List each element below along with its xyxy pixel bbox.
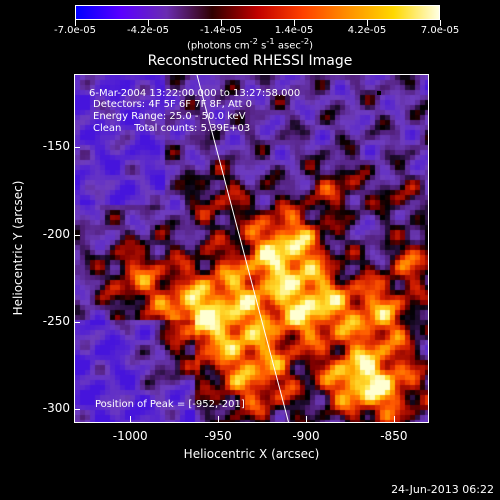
limb-overlay — [196, 75, 381, 422]
footer-date: 24-Jun-2013 06:22 — [391, 483, 494, 496]
solar-limb-line — [196, 75, 289, 422]
clean-counts-label: Clean Total counts: 5.39E+03 — [93, 123, 251, 134]
colorbar-tick-label: 1.4e-05 — [274, 25, 314, 36]
plot-title: Reconstructed RHESSI Image — [147, 53, 353, 69]
peak-marker — [377, 91, 381, 95]
image-plot: 6-Mar-2004 13:22:00.000 to 13:27:58.000 … — [74, 74, 429, 423]
colorbar-tick — [440, 20, 441, 26]
x-tick-label: -950 — [204, 429, 232, 443]
time-range-label: 6-Mar-2004 13:22:00.000 to 13:27:58.000 — [89, 88, 301, 99]
y-tick-label: -250 — [42, 313, 70, 328]
y-tick-label: -300 — [42, 401, 70, 416]
y-tick — [74, 409, 80, 411]
colorbar-tick-label: -4.2e-05 — [127, 25, 169, 36]
y-axis-label: Heliocentric Y (arcsec) — [11, 180, 25, 316]
colorbar-tick — [367, 20, 368, 26]
colorbar — [75, 5, 440, 20]
x-tick — [130, 416, 132, 422]
y-tick-label: -200 — [42, 226, 70, 241]
colorbar-tick — [148, 20, 149, 26]
y-tick — [74, 321, 80, 323]
x-tick-label: -900 — [292, 429, 320, 443]
y-tick — [74, 234, 80, 236]
x-tick-label: -1000 — [112, 429, 148, 443]
x-tick — [393, 416, 395, 422]
colorbar-tick-label: -1.4e-05 — [200, 25, 242, 36]
x-tick — [218, 416, 220, 422]
colorbar-tick — [294, 20, 295, 26]
colorbar-tick-label: -7.0e-05 — [54, 25, 96, 36]
y-tick-label: -150 — [42, 139, 70, 154]
x-tick — [305, 416, 307, 422]
colorbar-units: (photons cm-2 s-1 asec-2) — [186, 36, 314, 52]
x-axis-label: Heliocentric X (arcsec) — [183, 447, 320, 461]
rhessi-image — [75, 75, 428, 422]
x-tick-label: -850 — [380, 429, 408, 443]
colorbar-tick — [75, 20, 76, 26]
colorbar-tick-label: 7.0e-05 — [420, 25, 460, 36]
peak-position-label: Position of Peak = [-952,-201] — [95, 399, 245, 410]
energy-range-label: Energy Range: 25.0 - 50.0 keV — [93, 111, 246, 122]
detectors-label: Detectors: 4F 5F 6F 7F 8F, Att 0 — [93, 99, 253, 110]
colorbar-tick — [221, 20, 222, 26]
colorbar-tick-label: 4.2e-05 — [347, 25, 387, 36]
y-tick — [74, 147, 80, 149]
